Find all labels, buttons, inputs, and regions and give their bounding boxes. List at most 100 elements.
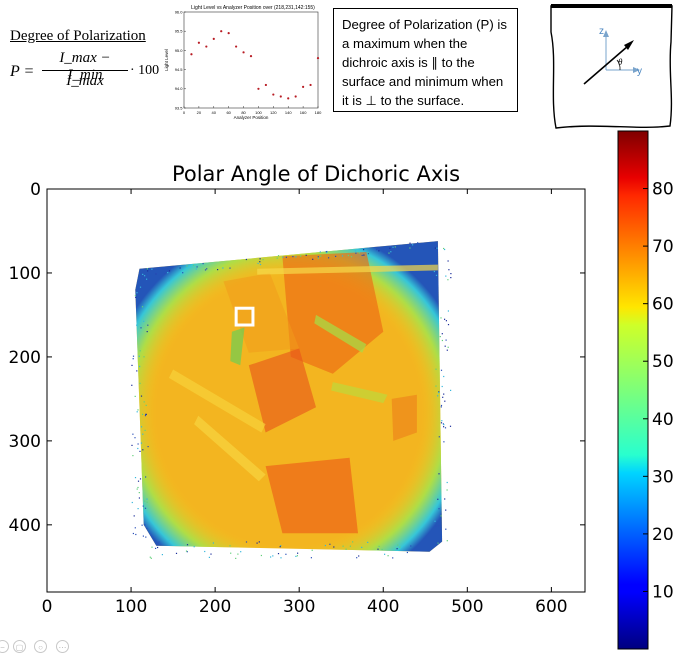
noise-point: [139, 365, 141, 368]
noise-point: [260, 554, 262, 557]
mini-data-point: [190, 53, 193, 56]
noise-point: [161, 554, 163, 556]
noise-point: [394, 246, 396, 248]
noise-point: [151, 268, 153, 270]
noise-point: [450, 277, 452, 279]
more-options-icon[interactable]: ⋯: [56, 640, 69, 653]
noise-point: [438, 392, 440, 394]
noise-point: [146, 527, 148, 529]
mini-chart-xlabel: Analyzer Position: [234, 115, 269, 120]
noise-point: [141, 306, 144, 308]
mini-x-tick-label: 80: [241, 110, 246, 115]
noise-point: [440, 404, 443, 407]
noise-point: [257, 262, 259, 264]
noise-point: [144, 429, 146, 431]
noise-point: [280, 545, 282, 547]
noise-point: [433, 270, 435, 273]
noise-point: [444, 498, 446, 500]
noise-point: [186, 265, 188, 267]
noise-point: [136, 292, 138, 294]
noise-point: [132, 455, 134, 457]
noise-point: [137, 409, 139, 411]
x-tick-label: 600: [535, 597, 567, 617]
noise-point: [349, 545, 351, 547]
crystal-domain: [230, 327, 245, 366]
noise-point: [312, 258, 314, 260]
noise-point: [445, 320, 447, 322]
noise-point: [282, 256, 284, 258]
noise-point: [146, 331, 148, 333]
noise-point: [443, 441, 445, 443]
noise-point: [138, 497, 140, 499]
noise-point: [361, 254, 363, 256]
noise-point: [445, 339, 447, 341]
x-tick-label: 200: [199, 597, 231, 617]
noise-point: [447, 346, 449, 348]
noise-point: [352, 541, 354, 543]
noise-point: [367, 253, 369, 255]
mini-data-point: [249, 55, 253, 58]
noise-point: [333, 546, 335, 548]
noise-point: [438, 508, 440, 510]
noise-point: [134, 294, 136, 297]
colorbar-tick-label: 20: [652, 525, 674, 545]
noise-point: [144, 415, 147, 417]
crystal-domain: [391, 394, 417, 441]
noise-point: [134, 437, 136, 439]
noise-point: [444, 345, 446, 347]
noise-point: [447, 260, 449, 262]
noise-point: [377, 548, 379, 550]
noise-point: [167, 272, 169, 274]
noise-point: [144, 275, 146, 277]
mini-data-point: [287, 97, 290, 100]
noise-point: [442, 396, 444, 398]
noise-point: [208, 556, 210, 558]
noise-point: [134, 477, 137, 479]
noise-point: [326, 250, 328, 253]
noise-points: [131, 242, 452, 559]
noise-point: [141, 524, 143, 526]
crystal-domain: [331, 382, 388, 404]
noise-point: [317, 257, 319, 259]
noise-point: [441, 420, 443, 422]
noise-point: [444, 427, 447, 429]
noise-point: [441, 333, 443, 335]
mini-data-point: [220, 30, 223, 33]
noise-point: [151, 546, 153, 548]
mini-x-tick-label: 20: [197, 110, 202, 115]
noise-point: [389, 247, 391, 249]
mini-data-point: [294, 95, 297, 98]
noise-point: [439, 336, 441, 338]
noise-point: [280, 557, 282, 559]
noise-point: [140, 426, 143, 428]
search-icon[interactable]: ○: [34, 640, 47, 653]
crystal-domain: [265, 457, 358, 534]
noise-point: [229, 545, 231, 547]
copy-icon[interactable]: ▢: [13, 640, 26, 653]
colorbar-tick-label: 30: [652, 467, 674, 487]
noise-point: [341, 255, 344, 257]
noise-point: [387, 555, 389, 557]
noise-point: [406, 551, 408, 554]
noise-point: [319, 251, 321, 253]
noise-point: [367, 541, 369, 543]
noise-point: [409, 247, 411, 249]
y-tick-label: 300: [9, 432, 41, 452]
noise-point: [135, 296, 137, 298]
noise-point: [381, 548, 383, 551]
noise-point: [437, 395, 439, 397]
noise-point: [138, 355, 140, 357]
noise-point: [256, 542, 258, 544]
mini-data-point: [264, 83, 267, 87]
zoom-out-icon[interactable]: −: [0, 640, 9, 653]
noise-point: [277, 255, 280, 257]
noise-point: [229, 267, 231, 269]
theta-label: θ: [618, 57, 623, 67]
noise-point: [137, 508, 139, 510]
noise-point: [361, 546, 363, 548]
noise-point: [145, 476, 147, 478]
noise-point: [409, 242, 411, 244]
polar-angle-chart: Polar Angle of Dichoric Axis 0 100 200 300 4…: [9, 162, 586, 617]
z-label: z: [599, 26, 604, 37]
noise-point: [168, 270, 171, 272]
